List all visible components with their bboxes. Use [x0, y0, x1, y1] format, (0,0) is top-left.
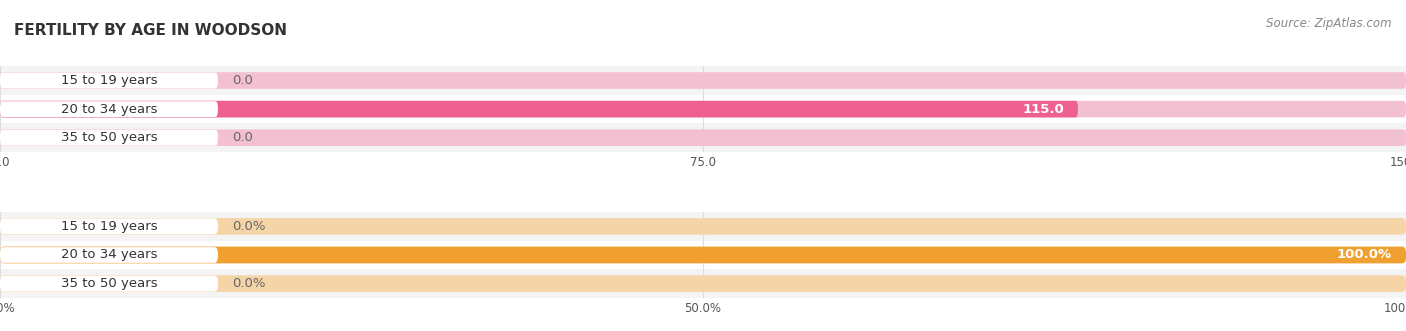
Bar	[0, 95, 1406, 123]
FancyBboxPatch shape	[0, 129, 1406, 146]
Text: 100.0%: 100.0%	[1337, 249, 1392, 261]
FancyBboxPatch shape	[0, 276, 218, 292]
Bar	[0, 212, 1406, 241]
Text: 15 to 19 years: 15 to 19 years	[60, 74, 157, 87]
Text: FERTILITY BY AGE IN WOODSON: FERTILITY BY AGE IN WOODSON	[14, 23, 287, 38]
Text: Source: ZipAtlas.com: Source: ZipAtlas.com	[1267, 17, 1392, 29]
FancyBboxPatch shape	[0, 247, 1406, 263]
Text: 0.0: 0.0	[232, 74, 253, 87]
Text: 0.0%: 0.0%	[232, 277, 266, 290]
FancyBboxPatch shape	[0, 218, 1406, 235]
Text: 0.0: 0.0	[232, 131, 253, 144]
FancyBboxPatch shape	[0, 72, 1406, 89]
FancyBboxPatch shape	[0, 72, 218, 88]
Bar	[0, 241, 1406, 269]
FancyBboxPatch shape	[0, 247, 218, 263]
Bar	[0, 123, 1406, 152]
FancyBboxPatch shape	[0, 101, 1078, 118]
Text: 20 to 34 years: 20 to 34 years	[60, 103, 157, 116]
Bar	[0, 66, 1406, 95]
Text: 115.0: 115.0	[1022, 103, 1064, 116]
Text: 0.0%: 0.0%	[232, 220, 266, 233]
FancyBboxPatch shape	[0, 130, 218, 146]
Bar	[0, 269, 1406, 298]
FancyBboxPatch shape	[0, 275, 1406, 292]
FancyBboxPatch shape	[0, 101, 218, 117]
FancyBboxPatch shape	[0, 247, 1406, 263]
FancyBboxPatch shape	[0, 101, 1406, 118]
Text: 20 to 34 years: 20 to 34 years	[60, 249, 157, 261]
Text: 15 to 19 years: 15 to 19 years	[60, 220, 157, 233]
FancyBboxPatch shape	[0, 218, 218, 234]
Text: 35 to 50 years: 35 to 50 years	[60, 277, 157, 290]
Text: 35 to 50 years: 35 to 50 years	[60, 131, 157, 144]
